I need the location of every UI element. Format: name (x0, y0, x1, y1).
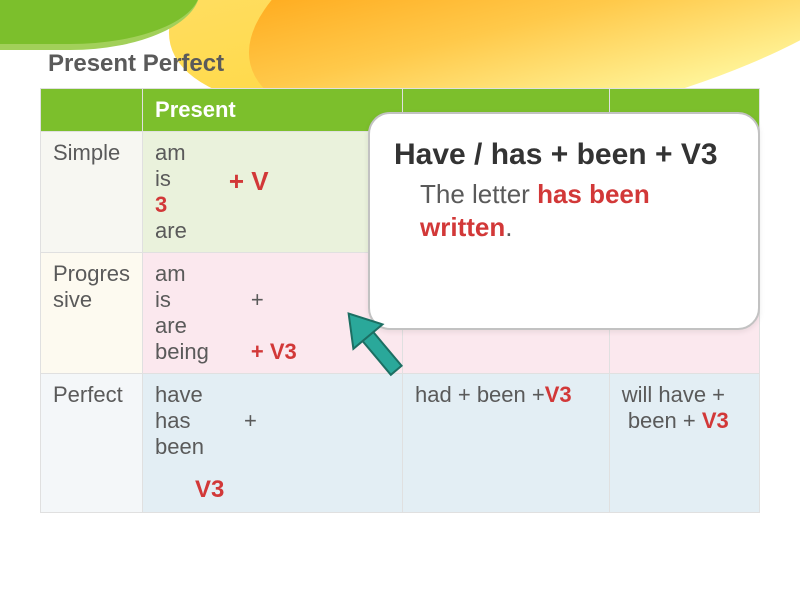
callout-heading-b: V3 (681, 138, 718, 171)
perf-have: have (155, 382, 204, 408)
cell-perf-future: will have + been + V3 (609, 374, 759, 513)
prog-plus: + (251, 287, 297, 313)
perf-v3: V3 (195, 476, 390, 504)
cell-perf-present: have has been + V3 (143, 374, 403, 513)
simple-is: is (155, 166, 187, 192)
callout-heading: Have / has + been + V3 (394, 136, 738, 174)
cell-perf-past: had + been +V3 (403, 374, 610, 513)
callout-heading-a: Have / has + been + (394, 138, 681, 171)
perf-has: has (155, 408, 204, 434)
row-prog-label: Progressive (41, 253, 143, 374)
simple-are: are (155, 218, 187, 244)
row-simple-label: Simple (41, 132, 143, 253)
cell-simple-present: am is 3 are + V (143, 132, 403, 253)
perf-past-text: had + been + (415, 382, 545, 407)
callout-example: The letter has been written. (420, 178, 738, 246)
cell-prog-present: am is are being + + V3 (143, 253, 403, 374)
header-blank (41, 89, 143, 132)
simple-plus-v: + V (229, 166, 269, 197)
callout-ex-a: The letter (420, 179, 537, 209)
prog-am: am (155, 261, 209, 287)
simple-am: am (155, 140, 187, 166)
callout-ex-c: . (505, 212, 512, 242)
perf-been: been (155, 434, 204, 460)
prog-is: is (155, 287, 209, 313)
perf-plus: + (244, 408, 257, 434)
prog-being: being (155, 339, 209, 365)
header-present: Present (143, 89, 403, 132)
row-perf-label: Perfect (41, 374, 143, 513)
page-title: Present Perfect (48, 50, 224, 78)
perf-past-v3: V3 (545, 382, 572, 407)
row-perfect: Perfect have has been + V3 had + been +V… (41, 374, 760, 513)
prog-are: are (155, 313, 209, 339)
callout-box: Have / has + been + V3 The letter has be… (368, 112, 760, 330)
prog-v3: + V3 (251, 339, 297, 365)
perf-fut-v3: V3 (702, 408, 729, 433)
simple-3: 3 (155, 192, 187, 218)
